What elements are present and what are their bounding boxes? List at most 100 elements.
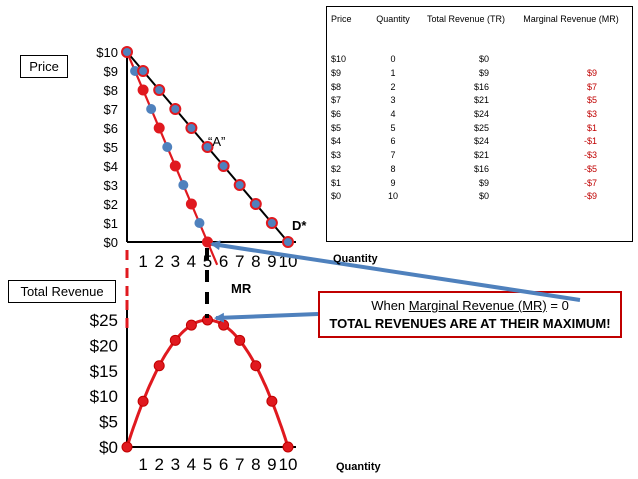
table-body: $10 0 $0 $9 1 $9 $9 $8 2 $16 $7 $7 3 $21 $5 $6 4 $24 $3 $5 5… [331, 53, 627, 204]
arrow-to-tr-max [214, 312, 319, 323]
total-revenue-curve [125, 318, 290, 448]
marginal-revenue-point [178, 180, 189, 190]
total-revenue-point [185, 319, 197, 331]
total-revenue-point [218, 319, 230, 331]
demand-point [137, 65, 150, 77]
header-price: Price [331, 14, 352, 24]
top-x-tick-label: 3 [171, 252, 180, 271]
arrows [125, 240, 581, 330]
cell-price: $6 [331, 109, 342, 120]
cell-price: $1 [331, 177, 342, 188]
demand-point [185, 122, 198, 134]
top-x-tick-label: 2 [154, 252, 163, 271]
bottom-x-tick-label: 6 [219, 455, 228, 474]
bottom-x-axis-title: Quantity [336, 461, 381, 473]
table-header-row: Price Quantity Total Revenue (TR) Margin… [331, 13, 627, 53]
cell-total-revenue: $16 [473, 163, 489, 174]
top-y-tick-label: $5 [104, 140, 118, 155]
bottom-x-tick-label: 10 [279, 455, 298, 474]
cell-price: $2 [331, 163, 342, 174]
top-x-tick-label: 6 [219, 252, 228, 271]
top-y-tick-label: $1 [104, 216, 118, 231]
arrow-to-mr-zero [210, 240, 581, 302]
cell-marginal-revenue: -$3 [583, 150, 597, 161]
demand-point [233, 179, 246, 191]
marginal-revenue-point [194, 218, 205, 228]
mr-curve-line [125, 51, 219, 266]
demand-point [282, 236, 294, 248]
cell-quantity: 5 [390, 122, 396, 133]
demand-point [265, 217, 278, 229]
total-revenue-point [266, 395, 278, 407]
top-y-tick-label: $7 [104, 102, 118, 117]
mr-point [169, 160, 181, 172]
table-row: $0 10 $0 -$9 [331, 190, 627, 204]
bottom-y-tick-label: $0 [99, 438, 118, 457]
table-row: $10 0 $0 [331, 53, 627, 67]
table-row: $6 4 $24 $3 [331, 108, 627, 122]
bottom-x-tick-label: 5 [203, 455, 212, 474]
total-revenue-box-label: Total Revenue [20, 284, 104, 299]
header-quantity: Quantity [376, 14, 410, 24]
revenue-table: Price Quantity Total Revenue (TR) Margin… [331, 13, 627, 204]
marginal-revenue-point [146, 104, 157, 114]
cell-total-revenue: $16 [473, 81, 489, 92]
total-revenue-point [121, 441, 133, 453]
callout-underlined: Marginal Revenue (MR) [408, 298, 547, 313]
bottom-x-tick-label: 3 [171, 455, 180, 474]
total-revenue-chart: $0 $5 $10 $15 $20 $25 1 2 3 4 5 6 7 8 9 10 [90, 310, 298, 474]
total-revenue-point [169, 334, 181, 346]
mr-zero-callout: When Marginal Revenue (MR) = 0 TOTAL REV… [318, 291, 622, 338]
price-axis-box: Price [20, 55, 68, 78]
bottom-x-tick-label: 2 [154, 455, 163, 474]
cell-price: $9 [331, 68, 342, 79]
bottom-y-tick-label: $5 [99, 413, 118, 432]
cell-quantity: 0 [390, 54, 396, 65]
total-revenue-point [137, 395, 149, 407]
bottom-x-tick-label: 9 [267, 455, 276, 474]
total-revenue-point [250, 360, 262, 372]
cell-quantity: 9 [390, 177, 396, 188]
cell-total-revenue: $25 [473, 122, 489, 133]
point-a-label: “A” [208, 134, 225, 149]
total-revenue-point [282, 441, 294, 453]
revenue-table-box: Price Quantity Total Revenue (TR) Margin… [326, 6, 633, 242]
price-quantity-chart: $0$1$2$3$4$5$6$7$8$9$101 2 3 4 5 6 7 8 9 10 [96, 45, 297, 271]
table-row: $7 3 $21 $5 [331, 94, 627, 108]
bottom-y-tick-label: $15 [90, 362, 118, 381]
callout-post: = 0 [546, 298, 569, 313]
bottom-x-tick-label: 1 [138, 455, 147, 474]
cell-marginal-revenue: -$9 [583, 191, 597, 202]
bottom-x-tick-label: 7 [235, 455, 244, 474]
top-y-tick-label: $10 [96, 45, 118, 60]
cell-marginal-revenue: -$5 [583, 163, 597, 174]
cell-quantity: 4 [390, 109, 396, 120]
bottom-y-tick-label: $10 [90, 387, 118, 406]
total-revenue-axis-box: Total Revenue [8, 280, 116, 303]
cell-marginal-revenue: -$7 [583, 177, 597, 188]
demand-point [153, 84, 166, 96]
cell-marginal-revenue: -$1 [583, 136, 597, 147]
top-x-axis-title: Quantity [333, 253, 378, 265]
top-y-tick-label: $3 [104, 178, 118, 193]
bottom-x-tick-label: 4 [187, 455, 196, 474]
mr-curve-label: MR [231, 281, 252, 296]
top-y-tick-label: $6 [104, 121, 118, 136]
cell-price: $7 [331, 95, 342, 106]
total-revenue-point [234, 334, 246, 346]
table-row: $3 7 $21 -$3 [331, 149, 627, 163]
cell-price: $5 [331, 122, 342, 133]
cell-quantity: 7 [390, 150, 396, 161]
cell-total-revenue: $9 [478, 68, 489, 79]
mr-point [202, 236, 213, 248]
top-x-tick-label: 1 [138, 252, 147, 271]
top-y-tick-label: $2 [104, 197, 118, 212]
cell-price: $4 [331, 136, 342, 147]
marginal-revenue-point [162, 142, 173, 152]
top-x-tick-label: 8 [251, 252, 260, 271]
callout-line-2: TOTAL REVENUES ARE AT THEIR MAXIMUM! [329, 316, 611, 331]
top-x-tick-label: 9 [267, 252, 276, 271]
table-row: $9 1 $9 $9 [331, 67, 627, 81]
cell-quantity: 3 [390, 95, 396, 106]
mr-point [185, 198, 197, 210]
